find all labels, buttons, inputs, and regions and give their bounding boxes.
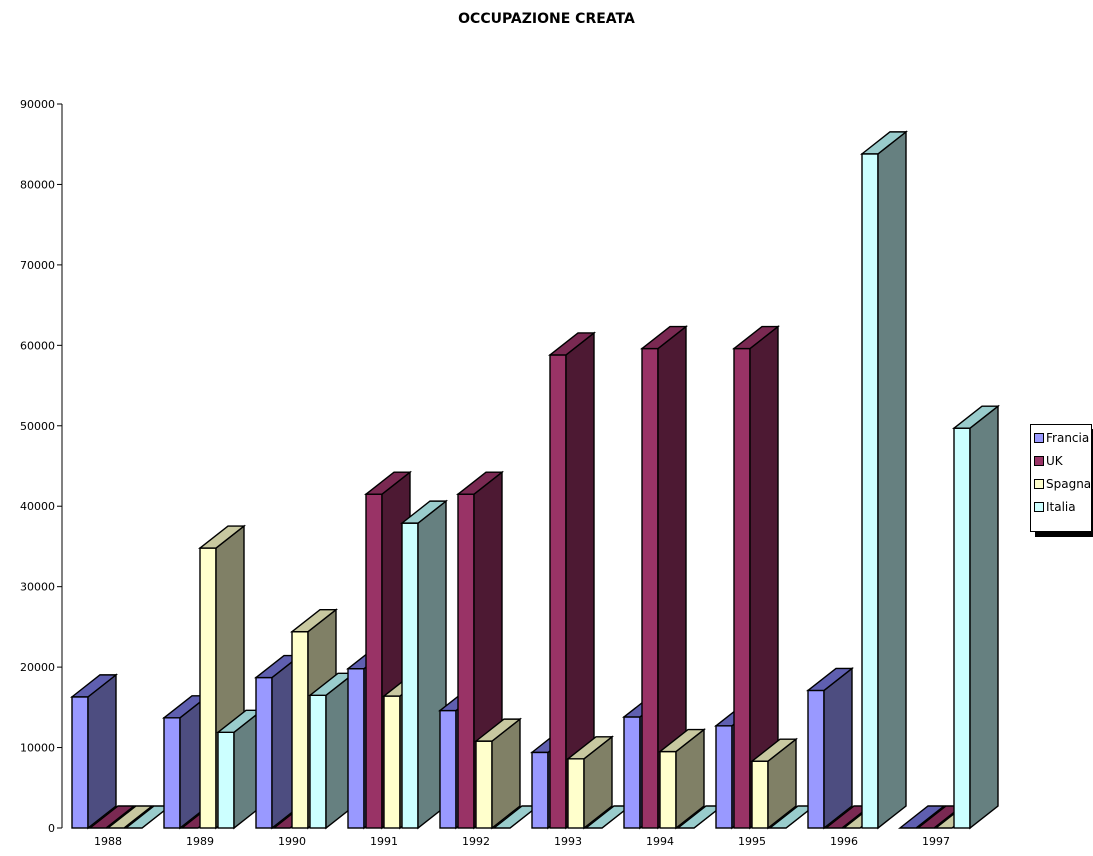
bar-top-spagna-1994 [657, 728, 707, 753]
bar-uk-1993 [549, 354, 567, 829]
y-tick-label: 80000 [20, 178, 55, 191]
y-tick-label: 30000 [20, 581, 55, 594]
y-tick-label: 0 [48, 822, 55, 835]
bar-francia-1990 [255, 676, 273, 829]
bar-italia-1997 [953, 427, 971, 829]
bar-italia-1989 [217, 731, 235, 829]
bar-top-uk-1994 [639, 325, 689, 350]
x-tick-label: 1993 [554, 835, 582, 848]
y-tick-label: 90000 [20, 98, 55, 111]
bar-uk-1991 [365, 493, 383, 829]
bar-spagna-1991 [383, 695, 401, 829]
legend-label-italia: Italia [1046, 500, 1076, 514]
legend-item-italia: Italia [1031, 497, 1091, 517]
bar-spagna-1990 [291, 631, 309, 829]
bar-uk-1995 [733, 347, 751, 829]
bar-italia-1990 [309, 694, 327, 829]
bar-francia-1994 [623, 716, 641, 829]
legend-swatch-spagna [1034, 479, 1044, 489]
y-tick-label: 70000 [20, 259, 55, 272]
legend-swatch-francia [1034, 433, 1044, 443]
bar-top-spagna-1993 [565, 736, 615, 760]
bar-side-italia-1996 [877, 130, 907, 830]
x-tick-label: 1988 [94, 835, 122, 848]
bar-top-spagna-1989 [197, 525, 247, 549]
bar-uk-1994 [641, 347, 659, 829]
x-tick-label: 1991 [370, 835, 398, 848]
y-tick-label: 10000 [20, 742, 55, 755]
x-tick-label: 1990 [278, 835, 306, 848]
bar-top-uk-1995 [731, 325, 781, 350]
bar-francia-1995 [715, 725, 733, 829]
bar-top-francia-1988 [69, 674, 119, 698]
x-tick-label: 1992 [462, 835, 490, 848]
bar-francia-1989 [163, 717, 181, 829]
y-tick-label: 20000 [20, 661, 55, 674]
bar-top-italia-1997 [951, 405, 1001, 429]
bar-top-francia-1997 [897, 805, 947, 829]
bar-side-francia-1996 [823, 666, 853, 830]
legend: Francia UK Spagna Italia [1030, 424, 1092, 532]
legend-item-uk: UK [1031, 451, 1091, 471]
y-tick-label: 60000 [20, 339, 55, 352]
x-tick-label: 1989 [186, 835, 214, 848]
bar-top-spagna-1995 [749, 738, 799, 762]
bar-francia-1988 [71, 696, 89, 829]
legend-label-francia: Francia [1046, 431, 1090, 445]
bar-uk-1992 [457, 493, 475, 829]
bar-spagna-1994 [659, 750, 677, 829]
y-tick-label: 50000 [20, 420, 55, 433]
legend-label-spagna: Spagna [1046, 477, 1092, 491]
bar-francia-1993 [531, 751, 549, 829]
bar-spagna-1993 [567, 758, 585, 829]
y-tick-label: 40000 [20, 500, 55, 513]
bar-top-uk-1991 [363, 471, 413, 495]
bar-top-spagna-1988 [105, 805, 155, 829]
bar-spagna-1995 [751, 760, 769, 829]
x-tick-label: 1996 [830, 835, 858, 848]
x-tick-label: 1994 [646, 835, 674, 848]
x-tick-label: 1995 [738, 835, 766, 848]
bar-top-spagna-1992 [473, 718, 523, 742]
legend-swatch-uk [1034, 456, 1044, 466]
bar-top-francia-1996 [805, 667, 855, 692]
bar-top-italia-1996 [859, 131, 909, 155]
legend-item-francia: Francia [1031, 428, 1091, 448]
bar-side-francia-1988 [87, 673, 117, 830]
bar-top-uk-1993 [547, 332, 597, 356]
bar-top-uk-1992 [455, 471, 505, 495]
bar-francia-1991 [347, 668, 365, 829]
bar-top-spagna-1990 [289, 609, 339, 633]
bar-francia-1992 [439, 709, 457, 829]
bar-side-italia-1997 [969, 404, 999, 830]
bar-italia-1996 [861, 153, 879, 829]
bar-italia-1991 [401, 522, 419, 829]
legend-item-spagna: Spagna [1031, 474, 1091, 494]
bar-francia-1996 [807, 689, 825, 829]
bar-top-uk-1988 [87, 805, 137, 829]
bar-top-italia-1991 [399, 500, 449, 524]
bar-spagna-1992 [475, 740, 493, 829]
chart-title: OCCUPAZIONE CREATA [458, 11, 635, 27]
legend-swatch-italia [1034, 502, 1044, 512]
x-tick-label: 1997 [922, 835, 950, 848]
legend-label-uk: UK [1046, 454, 1063, 468]
bar-spagna-1989 [199, 547, 217, 829]
